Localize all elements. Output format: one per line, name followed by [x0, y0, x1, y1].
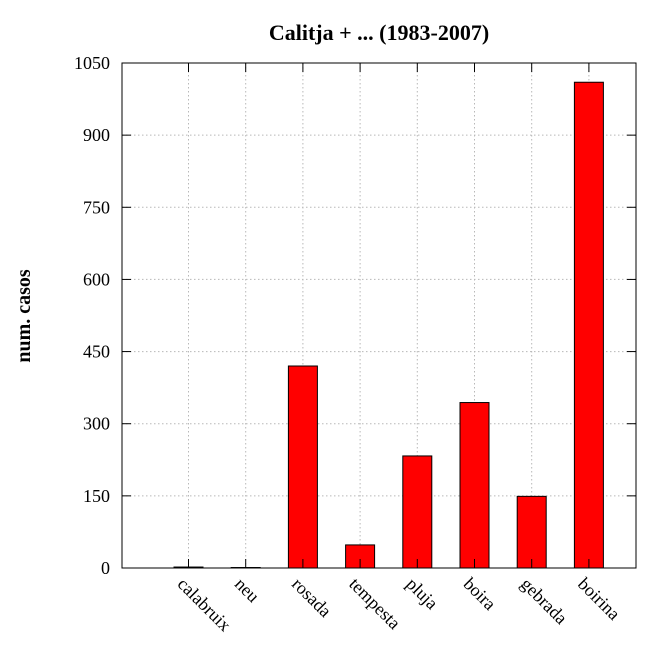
y-tick-label: 0 — [101, 558, 110, 578]
bar-rosada — [287, 365, 318, 569]
ticks — [122, 62, 636, 569]
y-tick-label: 750 — [83, 197, 110, 217]
chart-title: Calitja + ... (1983-2007) — [269, 20, 489, 45]
y-axis-label: num. casos — [13, 269, 35, 363]
grid — [122, 63, 636, 568]
x-tick-label: boirina — [574, 574, 624, 624]
y-tick-label: 1050 — [74, 53, 110, 73]
y-tick-label: 300 — [83, 414, 110, 434]
y-tick-label: 150 — [83, 486, 110, 506]
x-tick-label: boira — [460, 574, 500, 614]
x-tick-label: tempesta — [345, 574, 404, 633]
bar-boirina — [573, 81, 604, 569]
bar-gebrada — [516, 495, 547, 569]
plot-frame — [121, 62, 637, 569]
y-tick-label: 450 — [83, 342, 110, 362]
y-tick-label: 900 — [83, 125, 110, 145]
y-tick-label: 600 — [83, 269, 110, 289]
bar-pluja — [402, 455, 433, 569]
x-tick-label: neu — [231, 574, 264, 607]
x-tick-label: rosada — [288, 574, 335, 621]
x-tick-label: calabruix — [174, 574, 235, 635]
x-tick-label: pluja — [402, 574, 442, 614]
bars — [173, 81, 604, 569]
bar-boira — [459, 402, 490, 569]
x-tick-label: gebrada — [517, 574, 571, 628]
